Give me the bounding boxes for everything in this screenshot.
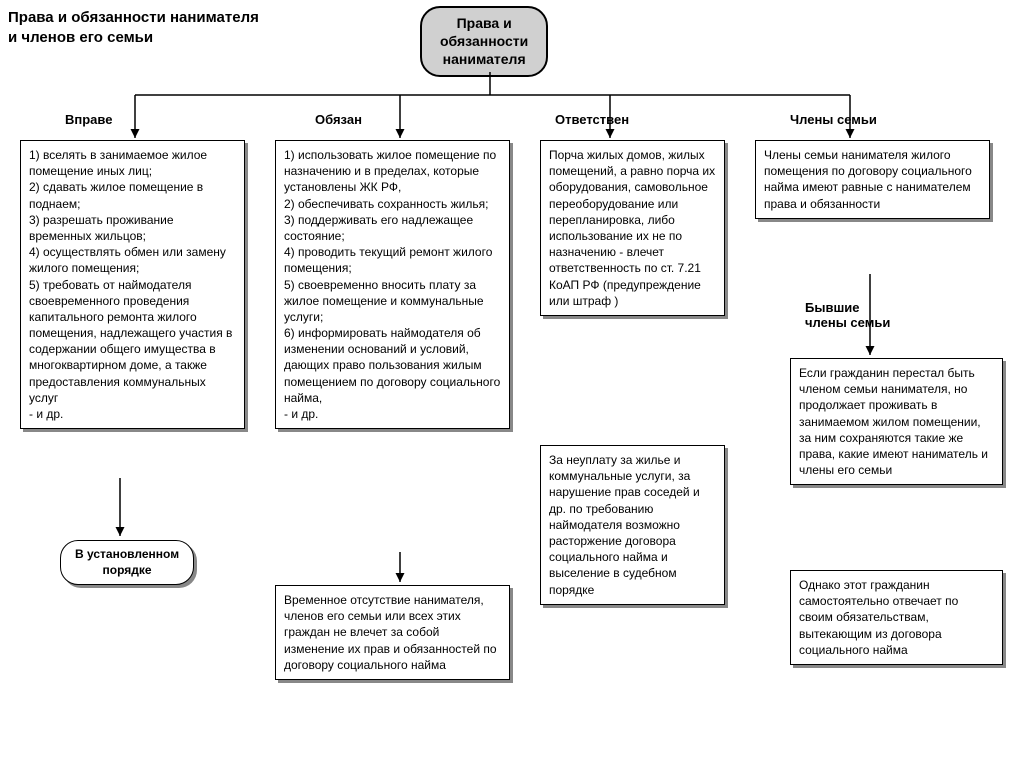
col-label-liable: Ответствен bbox=[555, 112, 629, 127]
col-label-rights: Вправе bbox=[65, 112, 112, 127]
box-family-1: Члены семьи нанимателя жилого помещения … bbox=[755, 140, 990, 219]
box-liable-2: За неуплату за жилье и коммунальные услу… bbox=[540, 445, 725, 605]
root-node: Права и обязанности нанимателя bbox=[420, 6, 548, 77]
page-title: Права и обязанности нанимателя и членов … bbox=[8, 8, 259, 47]
box-duties-main: 1) использовать жилое помещение по назна… bbox=[275, 140, 510, 429]
sub-label-former-family: Бывшие члены семьи bbox=[805, 300, 890, 330]
box-liable-1: Порча жилых домов, жилых помещений, а ра… bbox=[540, 140, 725, 316]
col-label-duties: Обязан bbox=[315, 112, 362, 127]
box-rights-main: 1) вселять в занимаемое жилое помещение … bbox=[20, 140, 245, 429]
box-family-3: Однако этот гражданин самостоятельно отв… bbox=[790, 570, 1003, 665]
pill-rights-order: В установленном порядке bbox=[60, 540, 194, 585]
box-duties-sub: Временное отсутствие нанимателя, членов … bbox=[275, 585, 510, 680]
col-label-family: Члены семьи bbox=[790, 112, 877, 127]
box-family-2: Если гражданин перестал быть членом семь… bbox=[790, 358, 1003, 485]
